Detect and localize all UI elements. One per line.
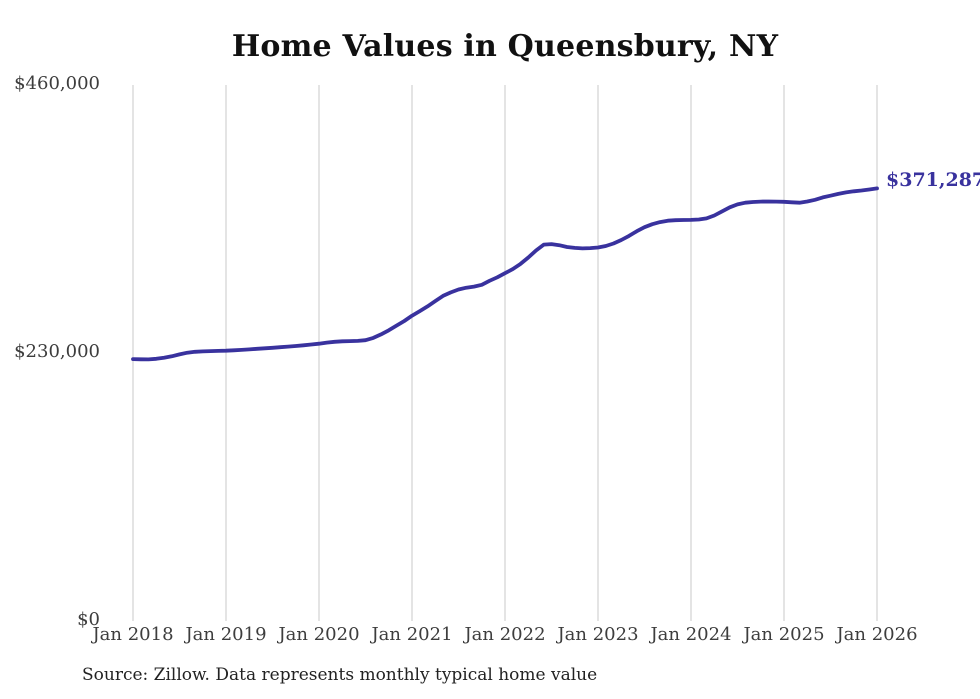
y-tick-label: $0	[77, 609, 100, 630]
chart-title: Home Values in Queensbury, NY	[231, 29, 779, 64]
x-tick-label: Jan 2025	[743, 624, 825, 645]
x-tick-label: Jan 2019	[185, 624, 267, 645]
x-tick-label: Jan 2018	[92, 624, 174, 645]
y-tick-label: $230,000	[14, 341, 100, 362]
x-tick-label: Jan 2026	[836, 624, 918, 645]
home-value-line	[131, 186, 879, 362]
x-tick-label: Jan 2020	[278, 624, 360, 645]
x-tick-label: Jan 2022	[464, 624, 546, 645]
x-tick-label: Jan 2021	[371, 624, 453, 645]
x-tick-label: Jan 2024	[650, 624, 732, 645]
current-value-label: $371,287	[886, 169, 980, 192]
y-tick-label: $460,000	[14, 73, 100, 94]
source-note: Source: Zillow. Data represents monthly …	[82, 665, 598, 685]
x-tick-label: Jan 2023	[557, 624, 639, 645]
